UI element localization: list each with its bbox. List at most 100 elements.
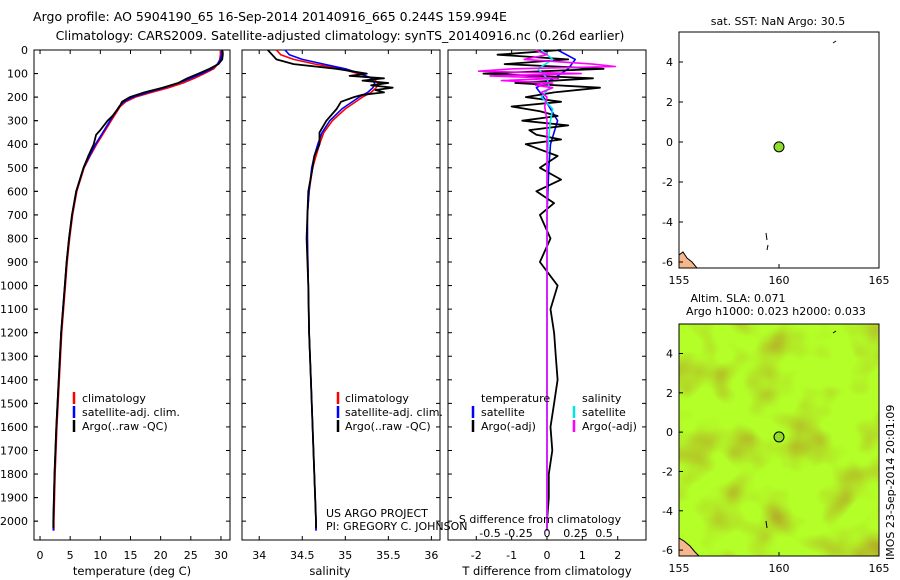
depth-tick-label: 0 [21,44,28,57]
map-y-tick-label: 4 [666,347,673,360]
x-tick-label: 34.5 [290,549,315,562]
depth-tick-label: 1800 [0,468,28,481]
depth-axis: 0 100 200 300 400 500 600 700 800 900 1000 1100 1200… [0,44,38,528]
map-y-tick-label: 0 [666,136,673,149]
map-y-tick-label: -4 [662,505,673,518]
depth-tick-label: 1900 [0,492,28,505]
map-y-tick-label: -6 [662,544,673,557]
depth-tick-label: 500 [7,162,28,175]
depth-tick-label: 700 [7,209,28,222]
x-tick-label: 36 [424,549,438,562]
temperature-panel-frame [33,49,231,541]
map-x-tick-label: 155 [669,274,690,287]
s-tick-label: -0.25 [504,527,532,540]
legend-label-t-satellite: satellite [481,406,525,419]
project-credit: US ARGO PROJECT [326,507,428,520]
temperature-plot: 0 5 10 15 20 25 30 [34,49,230,562]
depth-tick-label: 1100 [0,303,28,316]
depth-tick-label: 600 [7,185,28,198]
x-tick-label: 34 [252,549,266,562]
legend-label-climatology: climatology [82,392,146,405]
sst-map-title: sat. SST: NaN Argo: 30.5 [711,15,845,28]
series-line-argo-raw-qc- [52,49,224,529]
depth-tick-label: 1000 [0,280,28,293]
map-x-tick-label: 165 [869,274,890,287]
legend-label-satellite-clim: satellite-adj. clim. [345,406,443,419]
difference-xlabel-top: S difference from climatology [459,513,622,526]
depth-tick-label: 900 [7,256,28,269]
depth-tick-label: 1200 [0,327,28,340]
sla-map-title-1: Altim. SLA: 0.071 [690,292,785,305]
s-tick-label: 0.5 [595,527,613,540]
temperature-legend: climatology satellite-adj. clim. Argo(..… [72,392,180,433]
series-line-satellite-adj-clim- [52,50,223,531]
legend-label-satellite-clim: satellite-adj. clim. [82,406,180,419]
sla-land-patch [679,537,700,556]
legend-title-temperature: temperature [481,392,550,405]
depth-tick-label: 300 [7,115,28,128]
map-y-tick-label: 2 [666,96,673,109]
legend-label-s-argo: Argo(-adj) [582,420,637,433]
series-line-s-argo-adj- [477,49,617,531]
depth-tick-label: 1400 [0,374,28,387]
header-line-2: Climatology: CARS2009. Satellite-adjuste… [56,28,625,43]
series-line-argo-raw-qc- [267,49,394,529]
depth-tick-label: 1600 [0,421,28,434]
pi-credit: PI: GREGORY C. JOHNSON [326,520,467,533]
x-tick-label: 20 [154,549,168,562]
x-tick-label: 0 [544,549,551,562]
x-tick-label: 35.5 [376,549,401,562]
depth-tick-label: 1700 [0,444,28,457]
salinity-legend: climatology satellite-adj. clim. Argo(..… [336,392,443,433]
legend-label-s-satellite: satellite [582,406,626,419]
map-x-tick-label: 160 [769,274,790,287]
depth-tick-label: 2000 [0,515,28,528]
salinity-plot: 34 34.5 35 35.5 36 [242,49,440,562]
depth-tick-label: 400 [7,138,28,151]
map-x-tick-label: 165 [869,562,890,575]
sla-map-axes: 155 160 165 4 2 0 -2 -4 -6 [662,347,889,575]
x-tick-label: -1 [506,549,517,562]
map-y-tick-label: -4 [662,216,673,229]
map-y-tick-label: -2 [662,176,673,189]
map-y-tick-label: 2 [666,387,673,400]
map-y-tick-label: -2 [662,465,673,478]
x-tick-label: 0 [37,549,44,562]
sst-map-features [679,40,837,268]
series-line-t-argo-adj- [482,49,605,529]
sst-map-axes: 155 160 165 4 2 0 -2 -4 -6 [662,56,889,287]
difference-plot: -2 -1 0 1 2 -0.5 -0.25 0 0.25 0.5 [448,49,646,562]
difference-xlabel: T difference from climatology [461,564,632,578]
sst-land-patch [679,251,698,268]
x-tick-label: 15 [123,549,137,562]
legend-label-climatology: climatology [345,392,409,405]
legend-label-argo: Argo(..raw -QC) [345,420,431,433]
map-x-tick-label: 160 [769,562,790,575]
map-y-tick-label: -6 [662,256,673,269]
depth-tick-label: 1300 [0,350,28,363]
sst-coast-speck [765,40,837,251]
argo-position-marker [773,141,785,153]
map-x-tick-label: 155 [669,562,690,575]
salinity-panel-frame [241,49,441,541]
x-tick-label: 25 [184,549,198,562]
temperature-xlabel: temperature (deg C) [73,564,191,578]
depth-tick-label: 800 [7,232,28,245]
series-line-climatology [53,50,222,531]
sla-side-label: IMOS 23-Sep-2014 20:01:09 [884,405,897,560]
s-tick-label: 0.25 [563,527,588,540]
argo-position-marker [773,431,785,443]
sla-map-title-2: Argo h1000: 0.023 h2000: 0.033 [686,305,866,318]
s-tick-label: -0.5 [479,527,500,540]
depth-tick-label: 200 [7,91,28,104]
series-line-climatology [275,49,379,531]
legend-title-salinity: salinity [582,392,622,405]
x-tick-label: 2 [614,549,621,562]
x-tick-label: 30 [214,549,228,562]
depth-tick-label: 100 [7,68,28,81]
legend-label-argo: Argo(..raw -QC) [82,420,168,433]
series-line-satellite-adj-clim- [284,49,376,531]
depth-tick-label: 1500 [0,397,28,410]
salinity-xlabel: salinity [309,564,350,578]
